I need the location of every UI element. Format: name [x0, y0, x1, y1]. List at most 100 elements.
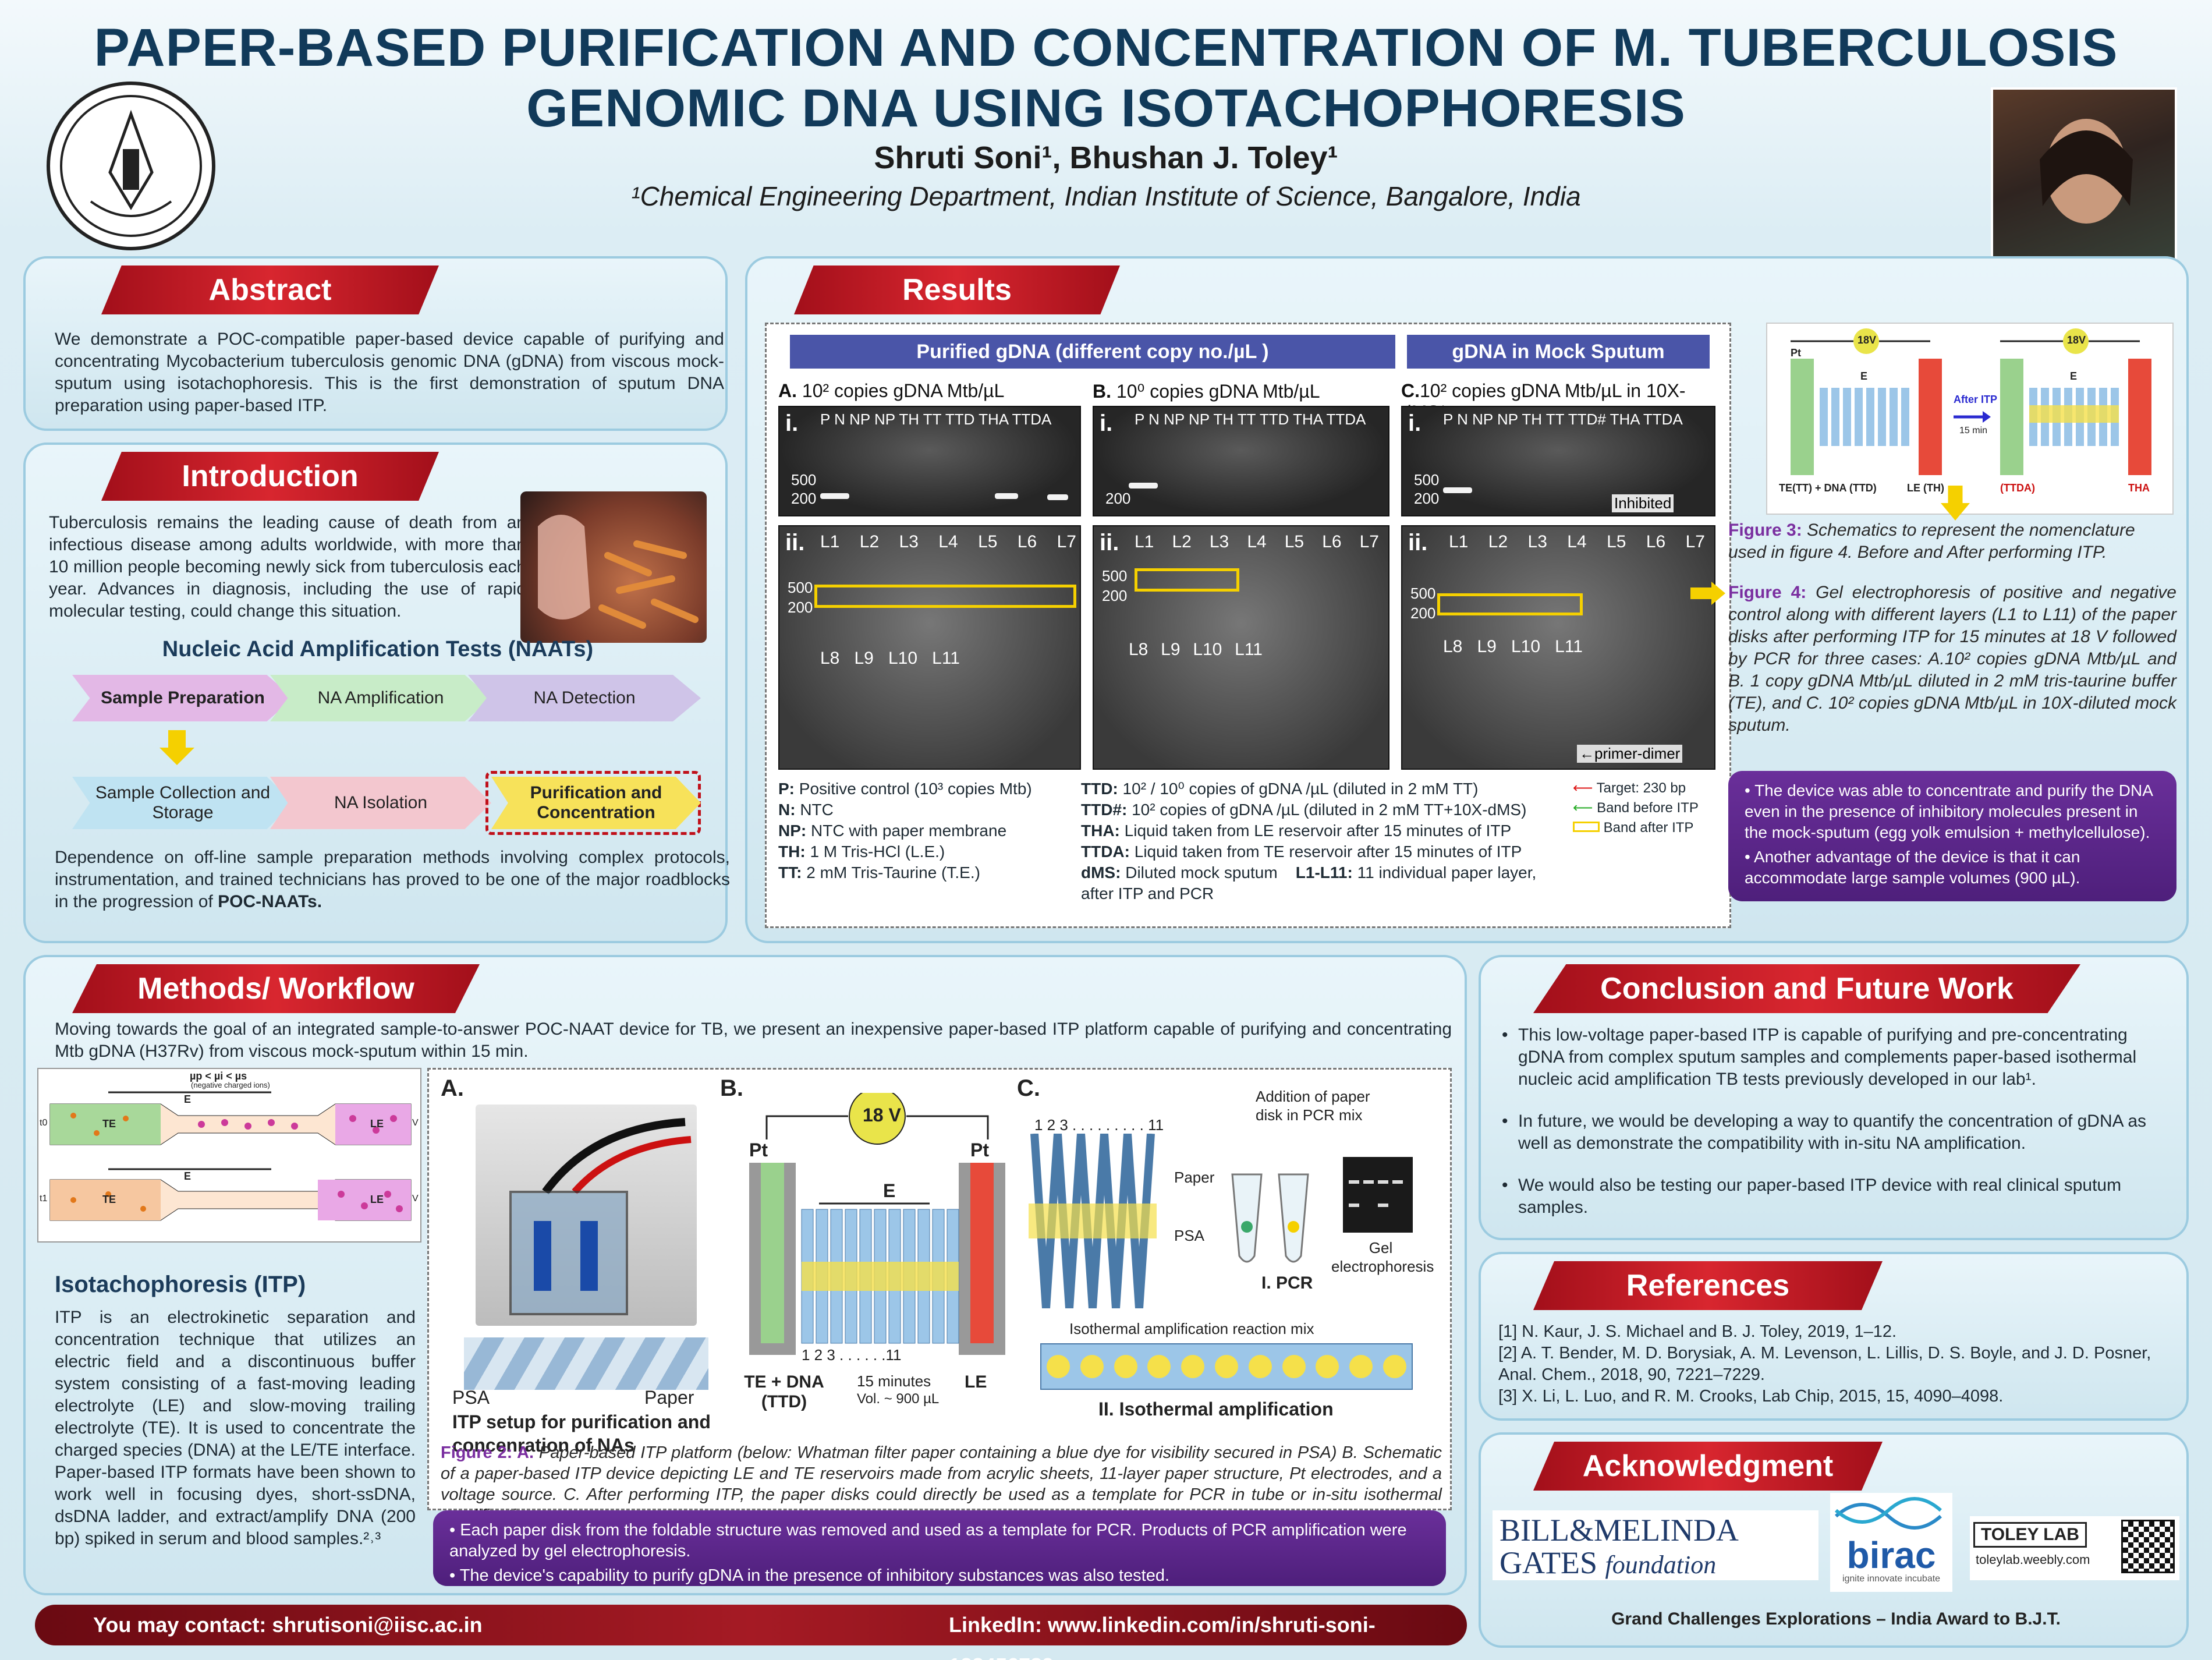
itp-diagram: µp < µi < µs (negative charged ions) E E…: [37, 1068, 421, 1243]
figure-2: A. PSA Paper ITP setup for purification …: [427, 1068, 1452, 1525]
fig-a-label: A.: [441, 1075, 464, 1101]
marker-500: 500: [788, 579, 813, 596]
methods-heading: Methods/ Workflow: [72, 964, 480, 1013]
schem-pt: Pt: [1791, 347, 1801, 359]
lane-label: L10: [1511, 637, 1541, 656]
itp-text: ITP is an electrokinetic separation and …: [55, 1308, 416, 1548]
le-label: LE: [370, 1118, 384, 1130]
figure-4-caption: Figure 4: Gel electrophoresis of positiv…: [1728, 583, 2176, 735]
duration-label: 15 minutes: [857, 1372, 931, 1390]
conclusion-list: This low-voltage paper-based ITP is capa…: [1498, 1024, 2174, 1238]
legend-row: TH: 1 M Tris-HCl (L.E.): [778, 843, 945, 861]
lane-label: L6: [1646, 532, 1666, 551]
lane-label: L8: [1129, 640, 1148, 659]
fig-c-label: C.: [1017, 1075, 1040, 1101]
lane-label: L3: [1209, 532, 1229, 551]
fig-a-caption: ITP setup for purification and concenrat…: [452, 1411, 711, 1456]
tab-purified-gdna: Purified gDNA (different copy no./µL ): [790, 335, 1395, 369]
gel-a-ii: ii. L1 L2 L3 L4 L5 L6 L7 500 200 L8 L9 L10 L11: [778, 525, 1081, 770]
te-label: TE: [102, 1118, 116, 1130]
primer-dimer-label: ←primer-dimer: [1577, 745, 1683, 763]
pcr-tubes: [1226, 1163, 1320, 1268]
lane-labels: P N NP NP TH TT TTD THA TTDA: [820, 410, 1052, 428]
marker-200: 200: [1414, 490, 1440, 507]
inhibited-label: Inhibited: [1612, 494, 1674, 512]
lane-row-2: L8 L9 L10 L11: [820, 649, 960, 668]
le-label: LE: [965, 1372, 987, 1392]
iso-strip: [1040, 1343, 1413, 1390]
marker-500: 500: [791, 471, 817, 489]
lane-row-1: L1 L2 L3 L4 L5 L6 L7: [820, 532, 1076, 552]
flow-sample-preparation: Sample Preparation: [72, 675, 293, 721]
schem-te-label: TE(TT) + DNA (TTD): [1779, 482, 1877, 494]
figure-3-caption: Figure 3: Schematics to represent the no…: [1728, 521, 2135, 562]
band-after-itp-box: [1437, 593, 1583, 615]
lane-label: L2: [1488, 532, 1508, 551]
results-panel: Results Purified gDNA (different copy no…: [745, 256, 2189, 943]
te-dna-label: TE + DNA (TTD): [744, 1372, 824, 1411]
conclusion-heading: Conclusion and Future Work: [1533, 964, 2080, 1013]
itp-device-schematic: [743, 1088, 1011, 1419]
addition-label: Addition of paper disk in PCR mix: [1256, 1088, 1370, 1124]
flow-na-detection: NA Detection: [468, 675, 701, 721]
marker-200: 200: [1410, 604, 1436, 622]
v-label: V: [412, 1194, 419, 1204]
legend-row: N: NTC: [778, 801, 834, 819]
voltage-label: 18 V: [863, 1105, 901, 1125]
linkedin-link[interactable]: LinkedIn: www.linkedin.com/in/shruti-son…: [949, 1613, 1376, 1660]
gel-label: i.: [1408, 410, 1422, 436]
legend-row: TT: 2 mM Tris-Taurine (T.E.): [778, 863, 980, 882]
lane-label: L7: [1057, 532, 1076, 551]
birac-logo: birac ignite innovate incubate: [1830, 1493, 1952, 1592]
lane-label: L5: [1607, 532, 1626, 551]
gel-label: ii.: [1408, 530, 1428, 555]
methods-intro: Moving towards the goal of an integrated…: [55, 1020, 1452, 1061]
lane-label: L5: [1284, 532, 1304, 551]
contact-link[interactable]: You may contact: shrutisoni@iisc.ac.in: [93, 1613, 483, 1637]
authors: Shruti Soni¹, Bhushan J. Toley¹: [874, 140, 1338, 175]
yellow-box-icon: [1573, 822, 1600, 832]
gel-label: ii.: [1100, 530, 1119, 555]
volume-label: Vol. ~ 900 µL: [857, 1391, 940, 1407]
conclusion-item: In future, we would be developing a way …: [1498, 1110, 2174, 1155]
down-arrow-icon: [159, 730, 194, 765]
band-after-itp-box: [1135, 568, 1239, 592]
lane-label: L6: [1322, 532, 1342, 551]
introduction-panel: Introduction Tuberculosis remains the le…: [23, 443, 730, 943]
band: [1129, 483, 1158, 489]
gel-label: Gel electrophoresis: [1331, 1239, 1434, 1275]
iisc-logo: [47, 82, 215, 250]
iso-mix-label: Isothermal amplification reaction mix: [1069, 1320, 1314, 1337]
e-label: E: [883, 1180, 896, 1201]
pt-label: Pt: [970, 1139, 989, 1160]
flow-na-amplification: NA Amplification: [270, 675, 491, 721]
schem-ttda-label: (TTDA): [2000, 482, 2035, 494]
reference-item: [1] N. Kaur, J. S. Michael and B. J. Tol…: [1498, 1322, 1897, 1341]
bacteria-image: [520, 491, 707, 643]
lane-label: L9: [1477, 637, 1497, 656]
flow-sample-collection: Sample Collection and Storage: [72, 777, 293, 829]
tab-mock-sputum: gDNA in Mock Sputum: [1407, 335, 1710, 369]
references-panel: References [1] N. Kaur, J. S. Michael an…: [1479, 1252, 2189, 1421]
abstract-panel: Abstract We demonstrate a POC-compatible…: [23, 256, 728, 431]
schem-le-label: LE (TH): [1907, 482, 1944, 494]
award-text: Grand Challenges Explorations – India Aw…: [1611, 1609, 2061, 1629]
naat-title: Nucleic Acid Amplification Tests (NAATs): [162, 637, 594, 661]
flow-purification: Purification and Concentration: [491, 777, 701, 829]
lane-label: L4: [1567, 532, 1587, 551]
bullet-item: • The device was able to concentrate and…: [1745, 781, 2153, 841]
psa-label: PSA: [452, 1387, 490, 1408]
schem-after-itp: After ITP: [1954, 394, 1998, 405]
results-heading: Results: [794, 266, 1120, 314]
introduction-text: Tuberculosis remains the leading cause o…: [49, 513, 526, 621]
flow-na-isolation: NA Isolation: [270, 777, 491, 829]
bullet-item: • Another advantage of the device is tha…: [1745, 848, 2080, 887]
mobility-label: µp < µi < µs: [190, 1070, 247, 1082]
e-label: E: [184, 1093, 192, 1105]
acknowledgment-panel: Acknowledgment BILL&MELINDA GATES founda…: [1479, 1432, 2189, 1648]
references-heading: References: [1533, 1261, 1883, 1310]
legend-row: Band after ITP: [1573, 818, 1730, 838]
folded-paper: [464, 1337, 708, 1390]
legend-row: ⟵ Band before ITP: [1573, 800, 1699, 816]
legend-left: P: Positive control (10³ copies Mtb) N: …: [778, 778, 1081, 883]
